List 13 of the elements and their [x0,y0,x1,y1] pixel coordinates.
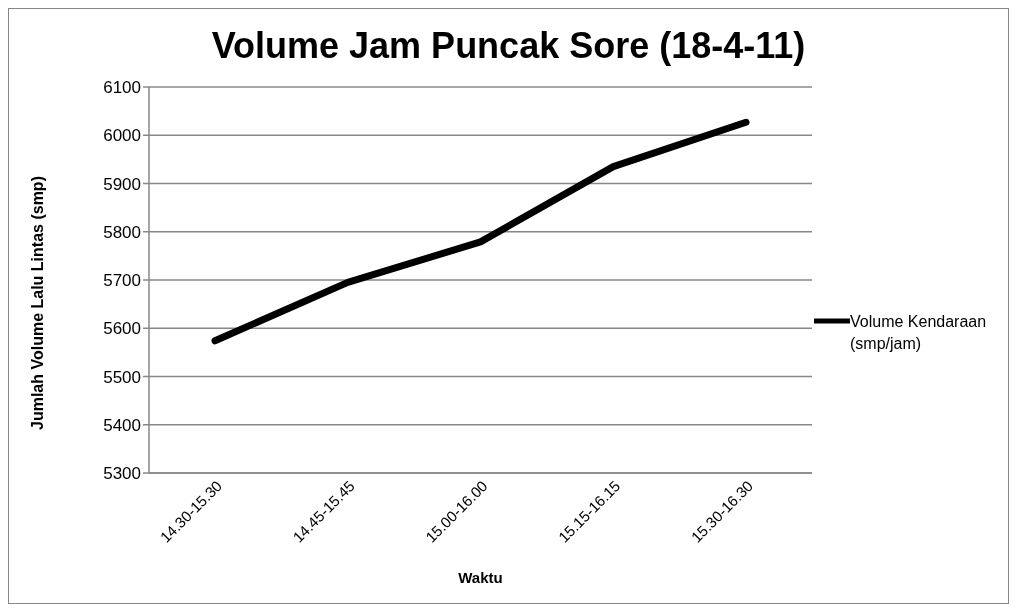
legend-label: Volume Kendaraan (smp/jam) [850,312,988,354]
y-tick-label: 6100 [103,78,141,98]
y-tick-label: 5700 [103,271,141,291]
x-axis-title: Waktu [458,569,503,586]
chart-title: Volume Jam Puncak Sore (18-4-11) [210,25,807,68]
y-tick-label: 5300 [103,464,141,484]
y-tick-label: 5600 [103,319,141,339]
y-tick-label: 5400 [103,415,141,435]
y-tick-label: 6000 [103,126,141,146]
y-tick-label: 5500 [103,367,141,387]
y-axis-title: Jumlah Volume Lalu Lintas (smp) [28,176,46,430]
y-tick-label: 5800 [103,222,141,242]
y-tick-label: 5900 [103,174,141,194]
